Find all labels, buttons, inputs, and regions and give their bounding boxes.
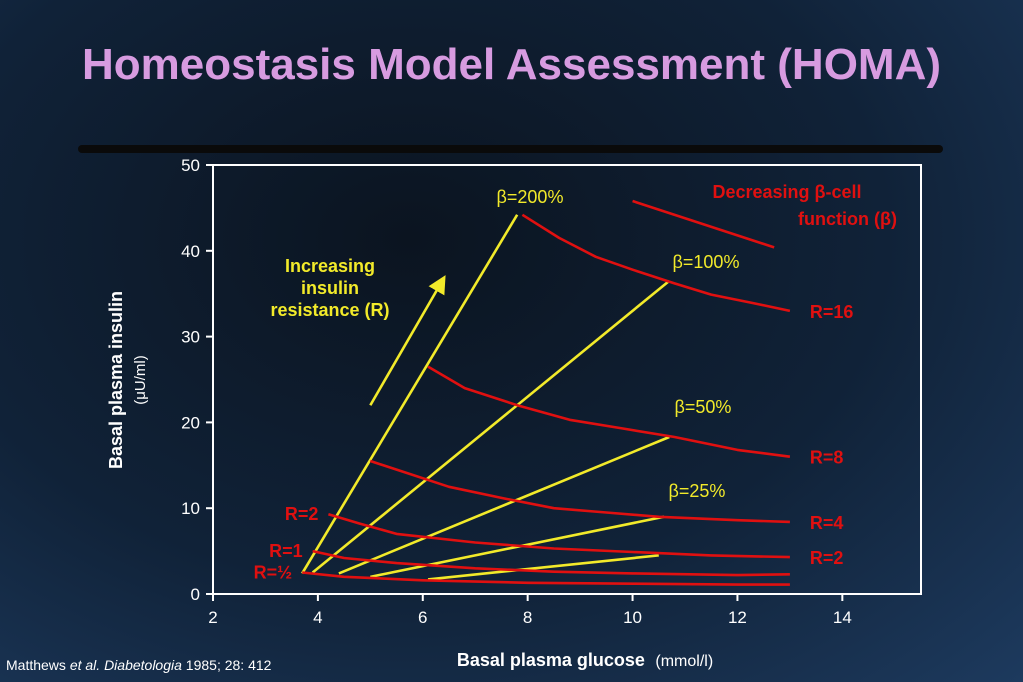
resistance-curve xyxy=(427,365,791,458)
decreasing-beta-line xyxy=(632,199,775,249)
beta-line xyxy=(338,435,670,575)
beta-lines: β=200% β=100% β=50% β=25% xyxy=(301,187,740,581)
y-tick-label: 10 xyxy=(181,499,200,518)
axis-ticks: 2 4 6 8 10 12 14 0 10 20 30 40 50 xyxy=(181,156,852,627)
resistance-label: R=2 xyxy=(810,548,844,568)
x-tick-label: 6 xyxy=(418,608,427,627)
increasing-resistance-arrow xyxy=(369,275,446,406)
citation-authors: Matthews xyxy=(6,657,66,673)
citation-journal: Diabetologia xyxy=(104,657,182,673)
citation-details: 1985; 28: 412 xyxy=(185,657,272,673)
beta-label: β=25% xyxy=(669,481,726,501)
x-tick-label: 4 xyxy=(313,608,322,627)
plot-frame xyxy=(212,164,922,595)
decreasing-beta-note: Decreasing β-cell function (β) xyxy=(712,182,897,229)
beta-line xyxy=(301,214,519,575)
y-tick-label: 20 xyxy=(181,413,200,432)
resistance-label: R=16 xyxy=(810,302,854,322)
x-tick-label: 10 xyxy=(623,608,642,627)
resistance-label: R=4 xyxy=(810,513,844,533)
beta-label: β=50% xyxy=(675,397,732,417)
x-tick-label: 12 xyxy=(728,608,747,627)
page-title: Homeostasis Model Assessment (HOMA) xyxy=(81,40,941,89)
y-axis-label: Basal plasma insulin xyxy=(106,291,126,469)
x-tick-label: 2 xyxy=(208,608,217,627)
resistance-label: R=½ xyxy=(254,563,293,583)
beta-line xyxy=(427,554,659,581)
resistance-curve xyxy=(521,213,791,313)
beta-label: β=100% xyxy=(673,252,740,272)
increasing-resistance-note: Increasing insulin resistance (R) xyxy=(270,256,389,320)
annotations: Increasing insulin resistance (R) Decreasin… xyxy=(270,182,897,406)
resistance-curve xyxy=(369,459,790,524)
beta-label: β=200% xyxy=(497,187,564,207)
y-tick-label: 30 xyxy=(181,328,200,347)
y-axis-unit: (μU/ml) xyxy=(132,355,149,404)
resistance-curves: R=½R=1 R=2 R=2 R=4 R=8 R=16 xyxy=(254,213,854,586)
resistance-label: R=8 xyxy=(810,448,844,468)
y-tick-label: 40 xyxy=(181,242,200,261)
resistance-label: R=2 xyxy=(285,504,319,524)
x-axis-label: Basal plasma glucose (mmol/l) xyxy=(457,650,713,670)
title-divider xyxy=(78,145,943,153)
resistance-curve xyxy=(328,512,790,559)
resistance-curve xyxy=(302,571,790,586)
resistance-label: R=1 xyxy=(269,541,303,561)
x-tick-label: 8 xyxy=(523,608,532,627)
citation: Matthews et al. Diabetologia 1985; 28: 4… xyxy=(6,657,271,673)
citation-etal: et al. xyxy=(69,657,101,673)
x-tick-label: 14 xyxy=(833,608,852,627)
beta-line xyxy=(311,279,671,574)
y-tick-label: 50 xyxy=(181,156,200,175)
resistance-curve xyxy=(312,549,790,577)
y-tick-label: 0 xyxy=(191,585,200,604)
